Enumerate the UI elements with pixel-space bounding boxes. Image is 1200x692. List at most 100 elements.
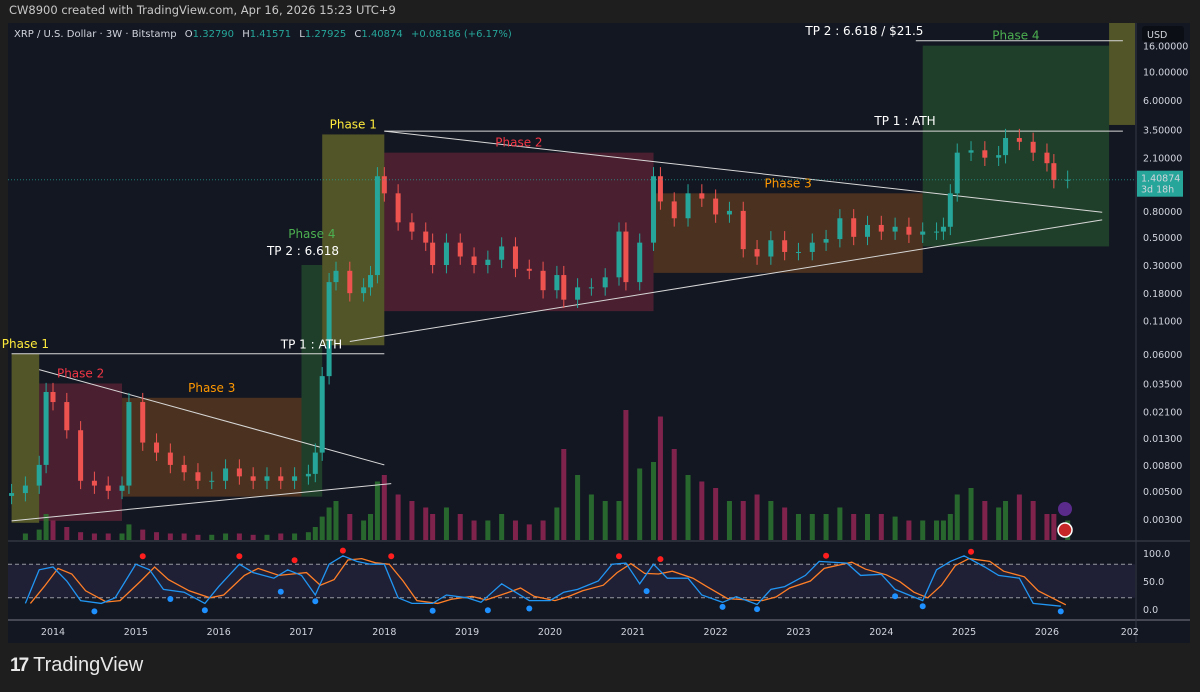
candle-body: [685, 193, 691, 219]
candle-body: [554, 275, 560, 291]
stoch-trough-dot: [919, 603, 926, 610]
candle-body: [36, 464, 42, 486]
candle-body: [223, 468, 229, 481]
target-label: TP 1 : ATH: [873, 114, 935, 128]
volume-bar: [64, 527, 70, 540]
currency-label: USD: [1147, 30, 1167, 41]
stoch-trough-dot: [312, 598, 319, 605]
currency-badge: [1142, 26, 1184, 42]
time-tick: 2024: [869, 627, 893, 638]
volume-bar: [906, 520, 912, 540]
volume-bar: [374, 481, 380, 540]
volume-bar: [22, 533, 28, 540]
stoch-trough-dot: [484, 607, 491, 614]
candle-body: [126, 402, 132, 486]
current-price-badge: [1137, 170, 1183, 197]
volume-bar: [1016, 494, 1022, 540]
candle-body: [726, 210, 732, 215]
volume-bar: [851, 514, 857, 540]
volume-bar: [996, 507, 1002, 540]
volume-bar: [726, 501, 732, 540]
candle-body: [616, 231, 622, 278]
stoch-trough-dot: [201, 607, 208, 614]
candle-body: [754, 249, 760, 257]
time-tick: 2016: [207, 627, 231, 638]
candle-body: [105, 485, 111, 491]
stoch-trough-dot: [719, 603, 726, 610]
time-tick: 2021: [621, 627, 645, 638]
candle-body: [167, 452, 173, 465]
volume-bar: [782, 507, 788, 540]
stoch-d-line: [29, 557, 1067, 606]
volume-bar: [837, 507, 843, 540]
symbol-title[interactable]: XRP / U.S. Dollar · 3W · Bitstamp: [14, 29, 177, 40]
price-tick: 0.03500: [1143, 379, 1182, 390]
stoch-trough-dot: [643, 588, 650, 595]
volume-bar: [878, 514, 884, 540]
volume-bar: [305, 532, 311, 540]
candle-body: [78, 430, 84, 481]
volume-bar: [740, 501, 746, 540]
volume-bar: [278, 533, 284, 540]
stoch-trough-dot: [91, 608, 98, 615]
phase-box: [301, 265, 323, 497]
candle-body: [968, 150, 974, 153]
candle-body: [278, 476, 284, 481]
volume-bar: [947, 514, 953, 540]
volume-bar: [602, 501, 608, 540]
volume-bar: [105, 533, 111, 540]
candle-body: [1051, 163, 1057, 181]
stoch-peak-dot: [388, 553, 395, 560]
close-label: C: [354, 29, 362, 40]
volume-bar: [768, 501, 774, 540]
time-tick: 2018: [372, 627, 396, 638]
candle-body: [768, 240, 774, 257]
price-tick: 0.00800: [1143, 461, 1182, 472]
phase-label: Phase 4: [288, 227, 335, 241]
target-label: TP 1 : ATH: [280, 338, 342, 352]
candle-body: [699, 193, 705, 199]
volume-bar: [409, 501, 415, 540]
stoch-tick: 50.0: [1143, 577, 1164, 588]
candle-body: [1044, 152, 1050, 164]
candle-body: [395, 193, 401, 223]
volume-bar: [333, 501, 339, 540]
candle-body: [588, 287, 594, 289]
volume-bar: [119, 533, 125, 540]
candle-body: [851, 218, 857, 237]
candle-body: [651, 176, 657, 243]
current-price-value: 1.40874: [1141, 174, 1180, 185]
phase-label: Phase 2: [495, 136, 542, 150]
tradingview-logo[interactable]: 17 TradingView: [10, 654, 143, 677]
candle-body: [471, 256, 477, 265]
volume-bar: [154, 532, 160, 540]
chart-panel[interactable]: [8, 23, 1190, 643]
stoch-tick: 0.0: [1143, 605, 1158, 616]
plot-area: [9, 23, 1135, 540]
volume-bar: [499, 514, 505, 540]
volume-bar: [754, 494, 760, 540]
phase-label: Phase 3: [764, 176, 811, 190]
volume-bar: [623, 410, 629, 540]
tradingview-logo-icon: 17: [10, 654, 29, 676]
volume-bar: [347, 514, 353, 540]
candle-body: [91, 480, 97, 486]
tradingview-logo-text: TradingView: [33, 654, 144, 676]
volume-bar: [36, 529, 42, 540]
candle-body: [347, 270, 353, 294]
phase-box: [653, 193, 923, 273]
candle-body: [947, 193, 953, 227]
candle-body: [982, 150, 988, 158]
price-tick: 3.50000: [1143, 125, 1182, 136]
volume-bar: [368, 514, 374, 540]
volume-bar: [181, 533, 187, 540]
stoch-peak-dot: [616, 553, 623, 560]
price-tick: 10.00000: [1143, 68, 1188, 79]
candle-body: [1030, 141, 1036, 153]
stoch-trough-dot: [892, 593, 899, 600]
phase-label: Phase 2: [57, 366, 104, 380]
volume-bar: [588, 494, 594, 540]
stoch-trough-dot: [754, 606, 761, 613]
phase-label: Phase 4: [992, 29, 1039, 43]
